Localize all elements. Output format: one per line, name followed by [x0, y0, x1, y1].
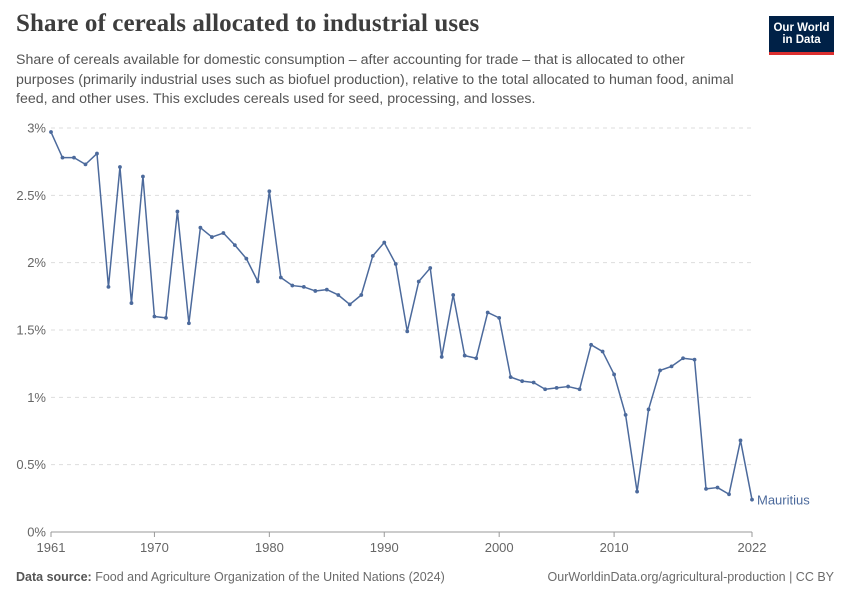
data-point[interactable] — [474, 356, 479, 361]
data-point[interactable] — [324, 287, 329, 292]
data-point[interactable] — [187, 321, 191, 326]
data-point[interactable] — [554, 386, 559, 390]
data-point[interactable] — [164, 315, 168, 320]
data-point[interactable] — [255, 279, 260, 284]
data-point[interactable] — [451, 293, 456, 297]
x-tick-label: 2010 — [600, 540, 629, 555]
data-point[interactable] — [290, 283, 295, 288]
data-point[interactable] — [95, 151, 99, 156]
data-point[interactable] — [278, 275, 283, 280]
data-point[interactable] — [244, 256, 249, 261]
y-tick-label: 3% — [27, 121, 46, 136]
data-point[interactable] — [118, 165, 122, 169]
data-point[interactable] — [209, 235, 214, 239]
data-point[interactable] — [692, 357, 697, 362]
data-point[interactable] — [497, 315, 502, 320]
data-point[interactable] — [301, 285, 306, 289]
data-point[interactable] — [60, 155, 65, 160]
data-point[interactable] — [393, 262, 398, 266]
data-source-text[interactable]: Food and Agriculture Organization of the… — [95, 570, 445, 584]
data-point[interactable] — [336, 293, 341, 297]
data-point[interactable] — [508, 375, 513, 380]
chart-subtitle: Share of cereals available for domestic … — [16, 52, 734, 107]
data-point[interactable] — [439, 355, 444, 359]
data-point[interactable] — [577, 387, 582, 392]
data-point[interactable] — [623, 412, 628, 417]
data-point[interactable] — [600, 349, 605, 354]
data-point[interactable] — [106, 285, 111, 289]
data-source-label: Data source: — [16, 570, 92, 584]
data-point[interactable] — [462, 353, 467, 358]
data-point[interactable] — [72, 155, 76, 160]
series-label[interactable]: Mauritius — [757, 493, 810, 508]
data-point[interactable] — [370, 254, 375, 258]
data-point[interactable] — [83, 162, 88, 167]
data-point[interactable] — [635, 489, 639, 494]
logo-line-1: Our World — [773, 22, 830, 34]
data-point[interactable] — [715, 485, 720, 490]
x-tick-label: 1990 — [370, 540, 399, 555]
data-point[interactable] — [49, 130, 53, 134]
y-tick-label: 1.5% — [16, 323, 46, 338]
data-point[interactable] — [428, 266, 433, 270]
data-point[interactable] — [232, 243, 237, 248]
data-point[interactable] — [405, 329, 410, 334]
x-tick-label: 1980 — [255, 540, 284, 555]
x-tick-label: 2022 — [738, 540, 767, 555]
data-point[interactable] — [141, 174, 145, 179]
owid-logo[interactable]: Our World in Data — [769, 16, 834, 55]
gridlines — [51, 127, 752, 466]
data-point[interactable] — [520, 379, 525, 384]
data-point[interactable] — [485, 310, 490, 315]
logo-line-2: in Data — [782, 34, 821, 46]
data-point[interactable] — [589, 342, 594, 347]
data-point[interactable] — [658, 368, 662, 373]
axes: 0% 0.5% 1% 1.5% 2% 2.5% 3% 1961 1970 1980 1990 2000… — [16, 121, 766, 556]
data-source: Data source: Food and Agriculture Organi… — [16, 570, 445, 584]
data-point[interactable] — [347, 302, 352, 307]
y-tick-label: 1% — [27, 390, 46, 405]
data-point[interactable] — [566, 384, 571, 389]
y-tick-label: 2.5% — [16, 188, 46, 203]
data-point[interactable] — [313, 289, 318, 293]
data-point[interactable] — [681, 356, 685, 361]
series-line[interactable] — [50, 131, 753, 500]
x-tick-label: 1961 — [37, 540, 66, 555]
y-tick-label: 0.5% — [16, 457, 46, 472]
data-point[interactable] — [221, 231, 226, 235]
data-point[interactable] — [175, 209, 180, 214]
data-point[interactable] — [727, 492, 731, 497]
data-point[interactable] — [646, 407, 651, 412]
data-point[interactable] — [669, 364, 674, 369]
data-point[interactable] — [198, 225, 203, 230]
data-point[interactable] — [531, 380, 536, 385]
data-point[interactable] — [359, 293, 364, 297]
y-tick-label: 2% — [27, 255, 46, 270]
y-tick-label: 0% — [27, 525, 46, 540]
chart-title: Share of cereals allocated to industrial… — [16, 10, 480, 37]
series-layer: Mauritius — [49, 130, 810, 508]
data-point[interactable] — [152, 314, 157, 319]
x-tick-label: 1970 — [140, 540, 169, 555]
data-point[interactable] — [750, 497, 754, 502]
data-point[interactable] — [738, 438, 743, 443]
data-point[interactable] — [416, 279, 421, 284]
data-point[interactable] — [612, 372, 616, 377]
data-point[interactable] — [129, 301, 134, 305]
x-tick-label: 2000 — [485, 540, 514, 555]
data-point[interactable] — [704, 487, 708, 491]
data-point[interactable] — [543, 387, 548, 392]
data-point[interactable] — [382, 240, 387, 245]
url-license[interactable]: OurWorldinData.org/agricultural-producti… — [547, 570, 834, 584]
data-point[interactable] — [267, 189, 272, 194]
